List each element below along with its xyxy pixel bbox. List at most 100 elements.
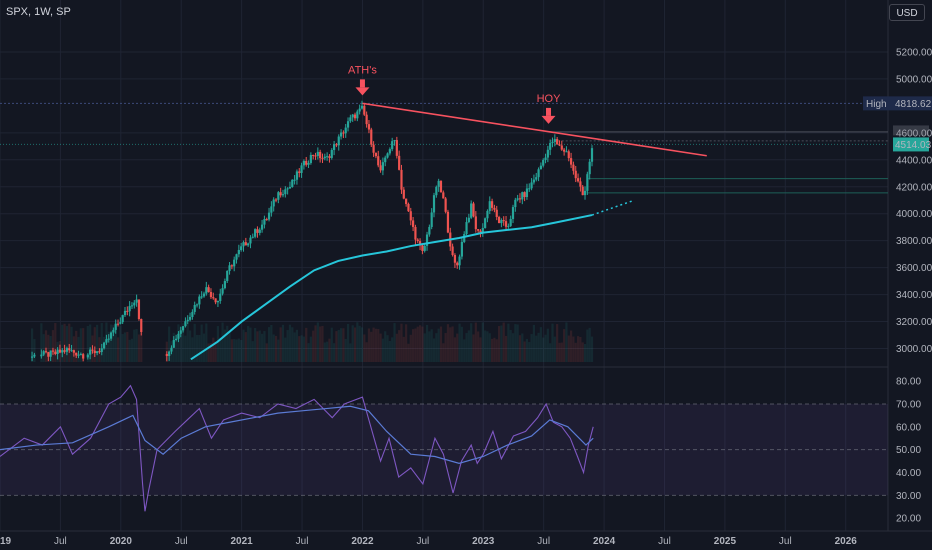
volume-bar [549, 343, 552, 362]
moving-average [190, 199, 635, 361]
candle-body [114, 323, 117, 330]
volume-bar [542, 337, 545, 362]
high-tag-label: High [866, 99, 887, 110]
candle-body [226, 270, 229, 282]
candle-body [184, 321, 187, 327]
candle-body [537, 169, 540, 178]
candle-body [235, 254, 238, 260]
candle-body [33, 354, 36, 357]
y-tick-label: 4400.00 [896, 155, 932, 166]
volume-bar [328, 338, 331, 362]
volume-bar [40, 323, 43, 362]
candle-body [367, 124, 371, 130]
candle-body [372, 144, 375, 153]
candle-body [418, 241, 422, 246]
volume-bar [493, 337, 496, 362]
candle-body [58, 349, 62, 353]
volume-bar [365, 342, 368, 362]
trendline[interactable] [362, 102, 707, 157]
volume-bar [460, 326, 463, 362]
candle-body [569, 158, 573, 165]
volume-bar [295, 329, 299, 362]
volume-bar [314, 325, 317, 362]
volume-bar [133, 329, 136, 362]
candle-body [495, 209, 498, 217]
volume-bar [240, 339, 243, 362]
candle-body [523, 192, 526, 198]
currency-button[interactable]: USD [889, 4, 925, 21]
volume-bar [502, 322, 505, 362]
candle-body [416, 239, 419, 242]
symbol-label[interactable]: SPX, 1W, SP [6, 6, 71, 18]
volume-bar [237, 338, 240, 362]
volume-bar [123, 332, 127, 362]
volume-bar [112, 325, 115, 362]
x-tick-label: Jul [658, 536, 671, 547]
candle-body [307, 162, 310, 165]
candle-body [379, 165, 382, 171]
volume-bar [302, 336, 305, 362]
volume-bar [463, 339, 466, 362]
candle-body [363, 105, 366, 115]
volume-bar [414, 328, 417, 362]
x-tick-label: Jul [416, 536, 429, 547]
candle-body [395, 140, 398, 156]
volume-bar [279, 327, 282, 362]
candle-body [377, 156, 380, 166]
volume-bar [333, 343, 336, 362]
candle-body [453, 254, 457, 263]
volume-bar [135, 329, 138, 362]
volume-bar [119, 325, 122, 362]
rsi-tick-label: 50.00 [896, 445, 921, 456]
candle-body [349, 117, 352, 122]
candle-body [121, 315, 124, 323]
candles[interactable] [30, 100, 594, 362]
volume-bar [284, 337, 287, 362]
level-tag [893, 125, 929, 136]
volume-bar [477, 331, 480, 362]
candle-body [549, 142, 552, 150]
candle-body [435, 186, 438, 196]
candle-body [30, 356, 34, 358]
candle-body [316, 151, 319, 156]
candle-body [135, 299, 138, 303]
candle-body [63, 350, 66, 352]
volume-bar [511, 333, 515, 362]
candle-body [256, 229, 259, 233]
volume-bar [79, 328, 82, 362]
candle-body [107, 338, 110, 340]
volume-bar [137, 334, 141, 362]
volume-bar [49, 335, 52, 362]
candle-body [365, 114, 368, 125]
volume-bar [563, 329, 566, 362]
volume-bar [205, 323, 208, 362]
volume-bar [226, 325, 229, 362]
rsi-tick-label: 40.00 [896, 468, 921, 479]
volume-bar [298, 336, 301, 362]
candle-body [490, 201, 494, 208]
candle-body [391, 141, 394, 150]
candle-body [274, 199, 278, 201]
volume-bar [335, 331, 338, 362]
volume-bar [391, 337, 394, 362]
candle-body [500, 220, 503, 224]
volume-bar [372, 327, 375, 362]
candle-body [502, 220, 505, 222]
candle-body [509, 218, 512, 226]
volume-bar [446, 324, 450, 362]
annotation-label: ATH's [348, 64, 377, 76]
volume-bar [353, 327, 357, 362]
resistance-trendline [362, 102, 707, 157]
volume-bar [281, 324, 285, 362]
volume-bar [188, 330, 192, 362]
candle-body [583, 190, 587, 196]
volume-bar [400, 323, 403, 362]
candle-body [172, 340, 175, 348]
candle-body [528, 188, 531, 190]
y-tick-label: 3800.00 [896, 236, 932, 247]
candle-body [477, 229, 480, 231]
candle-body [342, 132, 345, 134]
volume-bar [579, 336, 582, 362]
volume-bar [488, 333, 491, 362]
